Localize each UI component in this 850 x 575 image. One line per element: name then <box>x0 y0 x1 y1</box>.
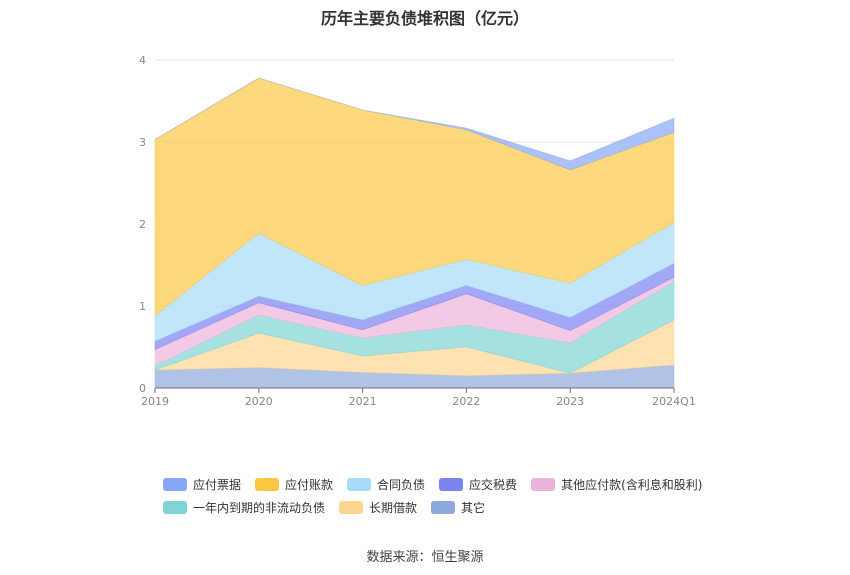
area-layer <box>154 77 675 389</box>
legend-item-1[interactable]: 长期借款 <box>339 499 417 516</box>
chart-title: 历年主要负债堆积图（亿元） <box>320 9 529 28</box>
legend-label: 应交税费 <box>469 477 518 492</box>
legend-swatch <box>431 500 456 514</box>
legend-label: 其他应付款(含利息和股利) <box>561 477 703 492</box>
axis-layer: 0 1 2 3 4 2019 2020 2021 2022 2023 2024Q1 <box>139 54 696 408</box>
area-series-7[interactable] <box>154 77 675 171</box>
x-tick-label: 2022 <box>452 395 480 408</box>
legend-label: 合同负债 <box>377 477 426 492</box>
y-tick-label: 0 <box>139 382 146 395</box>
legend-item-3[interactable]: 其他应付款(含利息和股利) <box>531 476 702 493</box>
legend-swatch <box>339 500 364 514</box>
legend-swatch <box>439 477 464 491</box>
y-tick-label: 3 <box>139 136 146 149</box>
y-tick-label: 4 <box>139 54 146 67</box>
x-tick-label: 2020 <box>245 395 273 408</box>
x-tick-label: 2019 <box>141 395 169 408</box>
legend-swatch <box>255 477 280 491</box>
legend-item-5[interactable]: 合同负债 <box>347 476 425 493</box>
x-tick-label: 2021 <box>349 395 377 408</box>
legend-item-4[interactable]: 应交税费 <box>439 476 517 493</box>
legend-item-2[interactable]: 一年内到期的非流动负债 <box>163 499 325 516</box>
x-tick-label: 2023 <box>556 395 584 408</box>
legend-swatch <box>163 500 187 514</box>
legend-label: 应付账款 <box>285 477 334 492</box>
legend-item-6[interactable]: 应付账款 <box>255 476 333 493</box>
legend: 应付票据 应付账款 合同负债 应交税费 其他应付款(含利息和股利) 一年内到期的非流动负… <box>163 473 723 519</box>
legend-item-0[interactable]: 其它 <box>431 499 485 516</box>
legend-label: 其它 <box>461 500 486 515</box>
legend-row: 一年内到期的非流动负债 长期借款 其它 <box>163 496 723 518</box>
legend-swatch <box>531 477 556 491</box>
legend-row: 应付票据 应付账款 合同负债 应交税费 其他应付款(含利息和股利) <box>163 473 723 495</box>
legend-swatch <box>347 477 372 491</box>
y-tick-label: 1 <box>139 300 146 313</box>
x-tick-label: 2024Q1 <box>652 395 696 408</box>
y-tick-label: 2 <box>139 218 146 231</box>
legend-item-7[interactable]: 应付票据 <box>163 476 241 493</box>
legend-label: 应付票据 <box>193 477 242 492</box>
legend-label: 一年内到期的非流动负债 <box>193 500 326 515</box>
legend-swatch <box>163 477 187 491</box>
data-source-note: 数据来源：恒生聚源 <box>366 550 484 565</box>
legend-label: 长期借款 <box>369 500 418 515</box>
stacked-area-chart: 0 1 2 3 4 2019 2020 2021 2022 2023 2024Q1 <box>139 54 696 408</box>
